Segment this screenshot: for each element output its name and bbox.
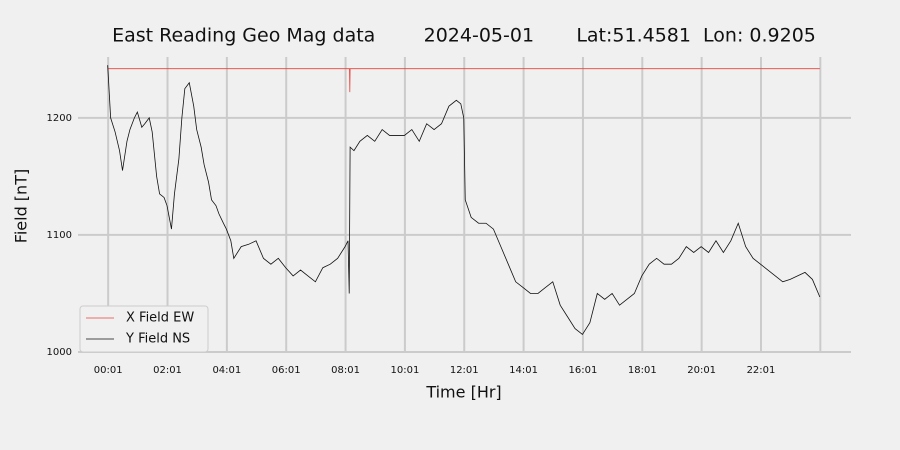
x-tick-label: 00:01 [94, 365, 123, 376]
x-tick-label: 20:01 [687, 365, 716, 376]
x-tick-label: 22:01 [747, 365, 776, 376]
y-axis-label: Field [nT] [12, 169, 31, 243]
x-tick-label: 06:01 [272, 365, 301, 376]
y-tick-label: 1200 [47, 113, 72, 124]
x-tick-label: 02:01 [153, 365, 182, 376]
x-tick-label: 04:01 [212, 365, 241, 376]
series-line [107, 68, 820, 93]
x-tick-label: 08:01 [331, 365, 360, 376]
x-tick-label: 18:01 [628, 365, 657, 376]
x-tick-label: 10:01 [390, 365, 419, 376]
legend-label: X Field EW [126, 311, 194, 326]
x-tick-label: 14:01 [509, 365, 538, 376]
x-tick-label: 16:01 [569, 365, 598, 376]
series-line [107, 65, 821, 336]
legend-label: Y Field NS [125, 332, 190, 347]
chart-title: East Reading Geo Mag data 2024-05-01 Lat… [112, 25, 816, 47]
x-tick-label: 12:01 [450, 365, 479, 376]
y-tick-label: 1100 [47, 230, 72, 241]
legend-box [79, 305, 209, 353]
y-tick-label: 1000 [47, 347, 72, 358]
x-axis-label: Time [Hr] [425, 383, 501, 402]
